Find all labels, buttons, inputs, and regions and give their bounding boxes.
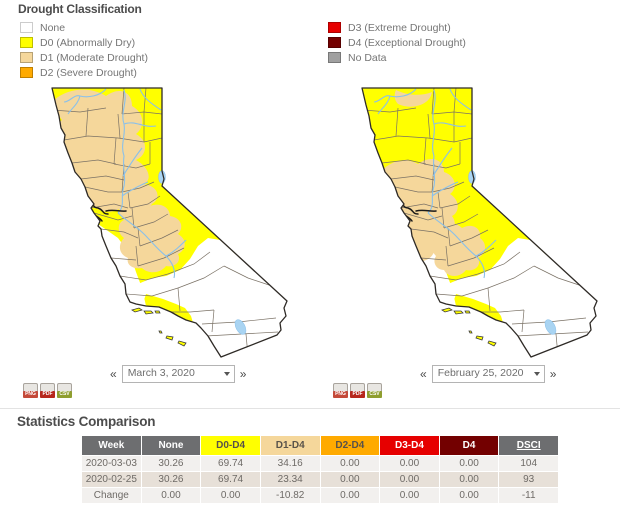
file-type-label: CSV bbox=[57, 391, 72, 398]
legend-title: Drought Classification bbox=[18, 2, 142, 16]
png-download-icon[interactable]: PNG bbox=[333, 383, 348, 398]
legend-item-d0: D0 (Abnormally Dry) bbox=[20, 35, 148, 50]
d0-swatch bbox=[20, 37, 33, 48]
stats-column-header: D3-D4 bbox=[380, 436, 439, 455]
d4-swatch bbox=[328, 37, 341, 48]
file-type-label: PNG bbox=[23, 391, 38, 398]
png-download-icon[interactable]: PNG bbox=[23, 383, 38, 398]
dropdown-caret-icon bbox=[533, 372, 540, 376]
stats-row: Change 0.00 0.00 -10.82 0.00 0.00 0.00 -11 bbox=[82, 488, 558, 503]
statistics-title: Statistics Comparison bbox=[17, 414, 156, 429]
stats-cell: 0.00 bbox=[201, 488, 260, 503]
file-type-label: PDF bbox=[350, 391, 365, 398]
legend-item-label: D4 (Exceptional Drought) bbox=[348, 36, 466, 49]
stats-cell: 104 bbox=[499, 456, 558, 471]
stats-column-header: D4 bbox=[439, 436, 499, 455]
legend-item-label: No Data bbox=[348, 51, 387, 64]
csv-download-icon[interactable]: CSV bbox=[57, 383, 72, 398]
stats-column-header: None bbox=[141, 436, 201, 455]
legend-item-d4: D4 (Exceptional Drought) bbox=[328, 35, 466, 50]
stats-cell: 2020-03-03 bbox=[82, 456, 141, 471]
stats-cell: 0.00 bbox=[439, 472, 499, 487]
file-type-label: CSV bbox=[367, 391, 382, 398]
stats-cell: -11 bbox=[499, 488, 558, 503]
legend-item-d1: D1 (Moderate Drought) bbox=[20, 50, 148, 65]
stats-cell: 23.34 bbox=[260, 472, 320, 487]
previous-week-icon[interactable]: « bbox=[420, 367, 427, 381]
legend-column-right: D3 (Extreme Drought) D4 (Exceptional Dro… bbox=[328, 20, 466, 65]
date-selector-left[interactable]: March 3, 2020 bbox=[121, 365, 235, 383]
stats-cell: 2020-02-25 bbox=[82, 472, 141, 487]
csv-download-icon[interactable]: CSV bbox=[367, 383, 382, 398]
stats-cell: 30.26 bbox=[141, 456, 201, 471]
dropdown-caret-icon bbox=[223, 372, 230, 376]
file-type-label: PDF bbox=[40, 391, 55, 398]
stats-body: 2020-03-03 30.26 69.74 34.16 0.00 0.00 0.00 104… bbox=[82, 456, 558, 503]
legend-item-label: D1 (Moderate Drought) bbox=[40, 51, 148, 64]
stats-row: 2020-03-03 30.26 69.74 34.16 0.00 0.00 0.00 104 bbox=[82, 456, 558, 471]
california-drought-map bbox=[51, 87, 288, 358]
stats-column-header: DSCI bbox=[499, 436, 558, 455]
date-selector-right[interactable]: February 25, 2020 bbox=[431, 365, 545, 383]
no-data-swatch bbox=[328, 52, 341, 63]
legend-column-left: None D0 (Abnormally Dry) D1 (Moderate Dr… bbox=[20, 20, 148, 80]
stats-cell: 69.74 bbox=[201, 472, 260, 487]
file-type-label: PNG bbox=[333, 391, 348, 398]
pdf-download-icon[interactable]: PDF bbox=[350, 383, 365, 398]
selected-date-label: March 3, 2020 bbox=[127, 367, 195, 379]
stats-cell: 0.00 bbox=[380, 472, 439, 487]
stats-cell: Change bbox=[82, 488, 141, 503]
date-controls-right: « February 25, 2020 » bbox=[420, 365, 556, 383]
stats-column-header: D1-D4 bbox=[260, 436, 320, 455]
previous-week-icon[interactable]: « bbox=[110, 367, 117, 381]
stats-cell: 0.00 bbox=[380, 488, 439, 503]
stats-cell: 0.00 bbox=[320, 456, 380, 471]
d1-swatch bbox=[20, 52, 33, 63]
stats-cell: 34.16 bbox=[260, 456, 320, 471]
california-drought-map-right bbox=[338, 80, 604, 366]
date-controls-left: « March 3, 2020 » bbox=[110, 365, 246, 383]
stats-cell: 0.00 bbox=[439, 456, 499, 471]
stats-cell: 93 bbox=[499, 472, 558, 487]
legend-item-label: D2 (Severe Drought) bbox=[40, 66, 137, 79]
stats-cell: 0.00 bbox=[320, 472, 380, 487]
stats-column-header: Week bbox=[82, 436, 141, 455]
stats-cell: 0.00 bbox=[320, 488, 380, 503]
california-drought-map-left bbox=[28, 80, 294, 366]
stats-cell: 30.26 bbox=[141, 472, 201, 487]
legend-item-label: None bbox=[40, 21, 66, 34]
d2-swatch bbox=[20, 67, 33, 78]
legend-item-none: None bbox=[20, 20, 148, 35]
selected-date-label: February 25, 2020 bbox=[437, 367, 524, 379]
download-icons-right: PNG PDF CSV bbox=[333, 383, 382, 398]
download-icons-left: PNG PDF CSV bbox=[23, 383, 72, 398]
section-divider bbox=[0, 408, 620, 409]
legend-item-d2: D2 (Severe Drought) bbox=[20, 65, 148, 80]
d3-swatch bbox=[328, 22, 341, 33]
stats-header-row: Week None D0-D4 D1-D4 D2-D4 D3-D4 D4 DSCI bbox=[82, 436, 558, 455]
stats-cell: 0.00 bbox=[380, 456, 439, 471]
legend-item-d3: D3 (Extreme Drought) bbox=[328, 20, 466, 35]
pdf-download-icon[interactable]: PDF bbox=[40, 383, 55, 398]
stats-cell: -10.82 bbox=[260, 488, 320, 503]
stats-cell: 69.74 bbox=[201, 456, 260, 471]
legend-item-label: D0 (Abnormally Dry) bbox=[40, 36, 136, 49]
stats-column-header: D0-D4 bbox=[201, 436, 260, 455]
none-swatch bbox=[20, 22, 33, 33]
next-week-icon[interactable]: » bbox=[549, 367, 557, 381]
stats-column-header: D2-D4 bbox=[320, 436, 380, 455]
legend-item-label: D3 (Extreme Drought) bbox=[348, 21, 451, 34]
stats-cell: 0.00 bbox=[439, 488, 499, 503]
stats-cell: 0.00 bbox=[141, 488, 201, 503]
legend-item-nodata: No Data bbox=[328, 50, 466, 65]
california-drought-map bbox=[361, 87, 598, 358]
next-week-icon[interactable]: » bbox=[239, 367, 247, 381]
stats-row: 2020-02-25 30.26 69.74 23.34 0.00 0.00 0.00 93 bbox=[82, 472, 558, 487]
statistics-table: Week None D0-D4 D1-D4 D2-D4 D3-D4 D4 DSCI 2020-… bbox=[81, 435, 559, 504]
